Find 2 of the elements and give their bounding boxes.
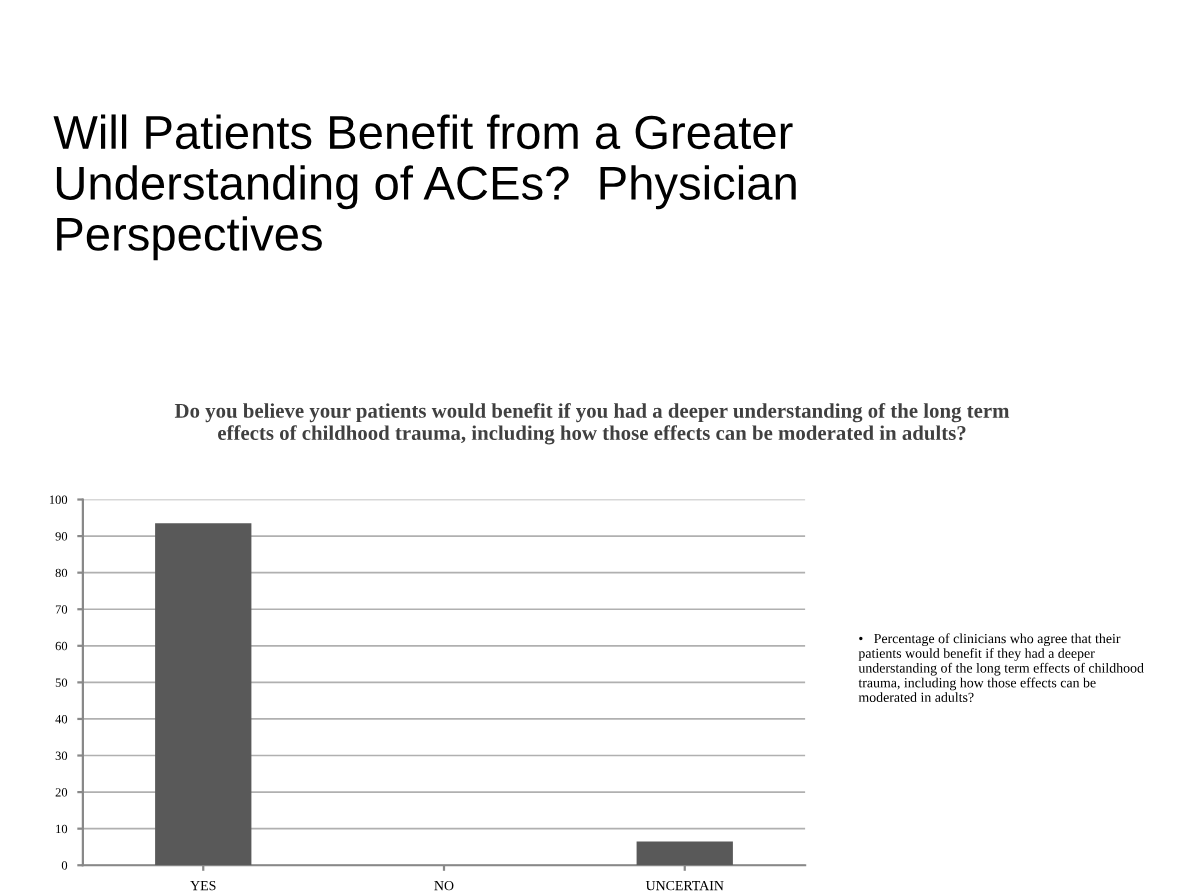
chart-title: Will Patients Benefit from a Greater Understanding of ACEs? Physician Perspectives: [53, 114, 796, 261]
chart-subtitle: Do you believe your patients would benefit if you had a deeper understanding of the long term effects of childhood trauma, including how those effects can be moderated in adults?: [174, 402, 1010, 445]
